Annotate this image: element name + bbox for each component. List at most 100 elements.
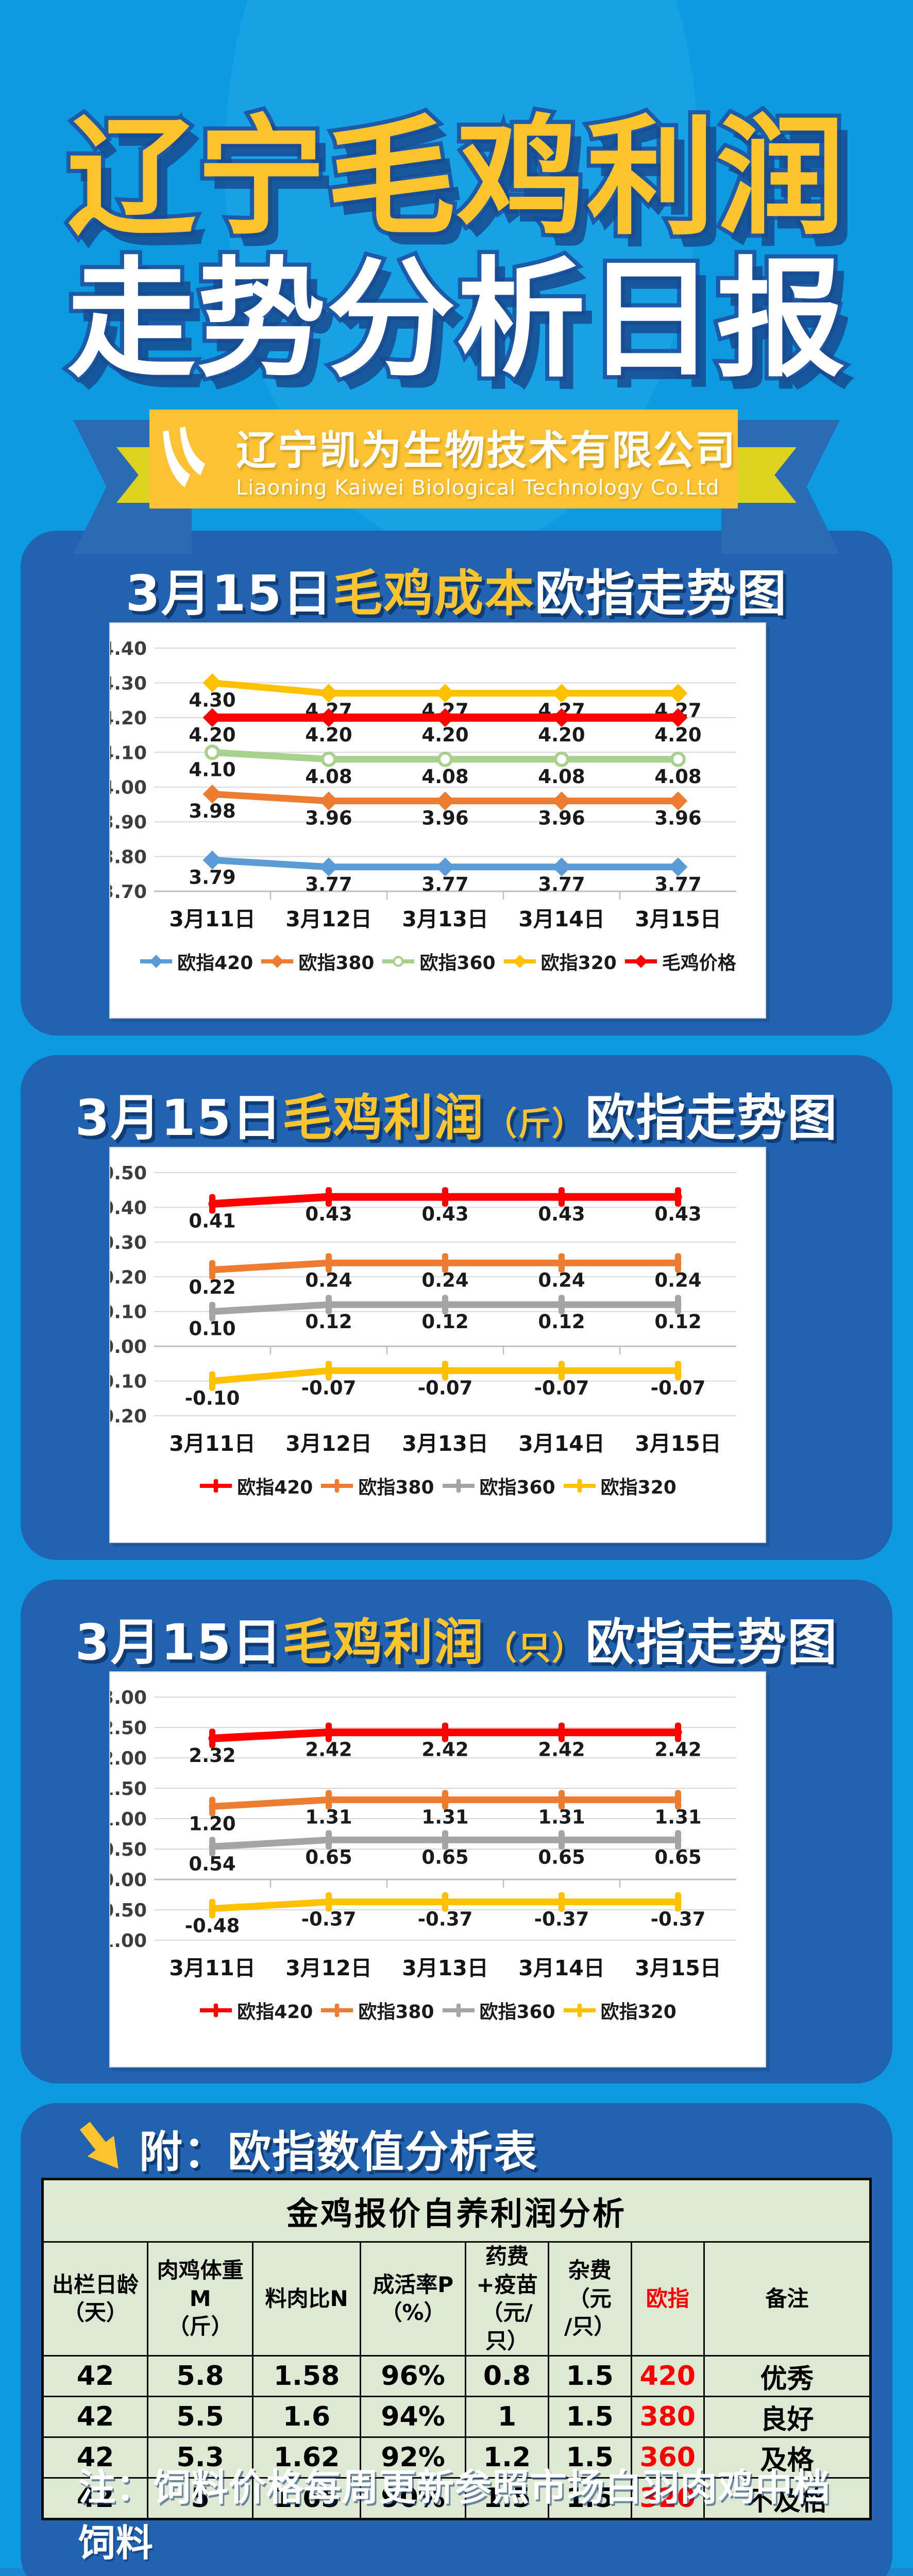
series-欧指420: 3.79 3.77 3.77 3.77 3.77 [189, 850, 702, 895]
series-欧指360: 0.10 0.12 0.12 0.12 0.12 [189, 1295, 702, 1340]
value-label: -0.07 [651, 1377, 706, 1399]
chart-title-part: 3月15日 [125, 565, 333, 622]
value-label: 3.77 [421, 873, 468, 895]
data-point [559, 1295, 565, 1315]
series-欧指380: 0.22 0.24 0.24 0.24 0.24 [189, 1253, 702, 1298]
table-row: 42 5.8 1.58 96% 0.8 1.5 420 优秀 [41, 2355, 872, 2398]
value-label: -0.07 [301, 1377, 357, 1399]
legend-marker-icon [563, 1479, 596, 1493]
y-tick-label: 2.50 [110, 1718, 147, 1739]
value-label: 3.96 [654, 807, 701, 829]
section-title: 附：欧指数值分析表 [139, 2127, 538, 2177]
table-cell: 1.5 [547, 2355, 632, 2398]
table-header-row: 出栏日龄 （天） 肉鸡体重M （斤） 料肉比N 成活率P （%） 药费+疫苗 （元/只） 杂费（元… [41, 2241, 872, 2357]
y-tick-label: 3.00 [110, 1687, 147, 1708]
company-name-en: Liaoning Kaiwei Biological Technology Co… [235, 476, 720, 500]
value-label: 4.08 [654, 766, 701, 788]
note-line-1: 注：饲料价格每周更新参照市场白羽肉鸡中档饲料 [78, 2466, 831, 2565]
chart-title-part: 欧指走势图 [585, 1614, 838, 1671]
chart-title-part: （斤） [484, 1105, 586, 1143]
data-point [326, 1790, 332, 1810]
data-point [559, 1722, 565, 1742]
column-header: 备注 [703, 2241, 872, 2357]
chart-legend: 欧指420 欧指380 欧指360 欧指320 毛鸡价格 [110, 948, 765, 975]
arrow-icon [79, 2121, 119, 2168]
data-point [335, 2003, 340, 2018]
data-point [559, 1187, 565, 1207]
chart-title-part: 3月15日 [75, 1614, 283, 1671]
data-point [209, 1301, 215, 1321]
data-point [335, 1479, 340, 1493]
value-label: 3.77 [305, 873, 352, 895]
data-point [442, 1790, 448, 1810]
value-label: 4.20 [189, 724, 235, 746]
y-tick-label: 0.50 [110, 1839, 147, 1860]
value-label: 4.08 [421, 766, 468, 788]
value-label: 3.79 [189, 866, 235, 888]
data-point [442, 1253, 448, 1273]
x-tick-label: 3月14日 [518, 1956, 605, 1980]
x-tick-label: 3月13日 [402, 907, 488, 931]
series-欧指420: 0.41 0.43 0.43 0.43 0.43 [189, 1187, 702, 1232]
legend-label: 欧指420 [177, 953, 253, 974]
analysis-table: 金鸡报价自养利润分析 出栏日龄 （天） 肉鸡体重M （斤） 料肉比N 成活率P （%） 药费+疫… [41, 2178, 872, 2521]
value-label: 0.24 [421, 1269, 468, 1291]
data-point [319, 791, 339, 811]
chart-title-part: 欧指走势图 [535, 565, 788, 622]
table-cell: 1 [465, 2396, 549, 2438]
x-tick-label: 3月14日 [518, 1431, 605, 1456]
table-cell: 1.58 [252, 2355, 362, 2398]
x-tick-label: 3月13日 [402, 1956, 488, 1980]
y-tick-label: 4.30 [110, 673, 147, 694]
y-tick-label: 0.40 [110, 1197, 147, 1218]
table-cell: 1.2 [465, 2436, 549, 2479]
legend-label: 欧指320 [540, 953, 617, 974]
y-tick-label: 0.00 [110, 1336, 147, 1358]
note-line-2: 价格，雏价和毛鸡价参照金鸡报价沈阳高价。 [78, 2571, 846, 2576]
data-point [552, 791, 571, 811]
value-label: 4.08 [305, 766, 352, 788]
value-label: 0.65 [654, 1846, 701, 1868]
legend-label: 欧指360 [479, 1477, 555, 1498]
value-label: 0.12 [421, 1311, 468, 1333]
legend-label: 毛鸡价格 [662, 953, 736, 974]
line-chart-svg: 0.500.400.300.200.100.00-0.10-0.203月11日3… [110, 1163, 736, 1456]
value-label: -0.37 [301, 1908, 357, 1930]
data-point [202, 673, 222, 692]
x-tick-label: 3月11日 [169, 907, 256, 931]
section-header: 附：欧指数值分析表 [76, 2117, 538, 2180]
series-欧指360: 4.10 4.08 4.08 4.08 4.08 [189, 744, 702, 788]
y-tick-label: -0.10 [110, 1371, 147, 1393]
legend-item: 欧指420 [199, 1997, 313, 2024]
legend-marker-icon [140, 955, 173, 968]
gridlines: 4.40 4.30 4.20 4.10 4.00 3.90 3.80 3.70 [110, 638, 736, 903]
value-label: -0.48 [185, 1915, 240, 1937]
value-label: -0.37 [418, 1908, 473, 1930]
legend-item: 欧指320 [503, 948, 617, 975]
table-cell: 5.5 [147, 2396, 254, 2438]
legend-label: 欧指420 [237, 1477, 313, 1498]
value-label: 4.20 [654, 724, 701, 746]
y-tick-label: -0.50 [110, 1900, 147, 1921]
data-point [213, 1479, 218, 1493]
note-text: 注：饲料价格每周更新参照市场白羽肉鸡中档饲料 价格，雏价和毛鸡价参照金鸡报价沈阳… [78, 2460, 846, 2576]
column-header: 欧指 [630, 2241, 705, 2357]
data-point [209, 1371, 215, 1391]
chart-title-part: （只） [484, 1629, 586, 1667]
value-label: 3.96 [305, 807, 352, 829]
value-label: 4.08 [538, 766, 585, 788]
x-tick-label: 3月15日 [635, 1956, 721, 1980]
table-cell: 5.3 [147, 2436, 254, 2479]
chart-title-part: 毛鸡利润 [282, 1089, 485, 1147]
data-point [213, 2003, 218, 2018]
value-label: 2.42 [538, 1738, 585, 1760]
table-cell: 90% [360, 2477, 467, 2520]
data-point [456, 2003, 461, 2018]
value-label: 0.24 [305, 1269, 352, 1291]
value-label: 0.22 [189, 1276, 235, 1298]
data-point [442, 1830, 448, 1850]
legend-marker-icon [442, 1479, 475, 1493]
table-row: 42 5.3 1.62 92% 1.2 1.5 360 及格 [41, 2436, 872, 2479]
y-tick-label: -0.20 [110, 1406, 147, 1427]
